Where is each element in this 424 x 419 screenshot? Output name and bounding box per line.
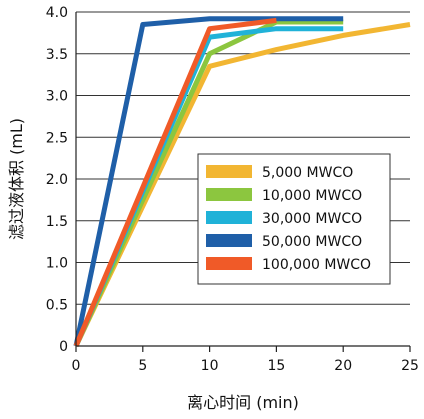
legend-label: 100,000 MWCO — [262, 257, 371, 273]
x-tick-label: 5 — [138, 358, 147, 374]
x-tick-label: 0 — [72, 358, 81, 374]
legend: 5,000 MWCO 10,000 MWCO 30,000 MWCO 50,000 M… — [197, 153, 391, 285]
legend-label: 30,000 MWCO — [262, 211, 362, 227]
y-tick-label: 2.5 — [46, 130, 68, 146]
x-tick-label: 15 — [267, 358, 285, 374]
legend-label: 5,000 MWCO — [262, 165, 353, 181]
legend-swatch — [206, 211, 252, 224]
legend-swatch — [206, 234, 252, 247]
y-tick-labels: 0 0.5 1.0 1.5 2.0 2.5 3.0 3.5 4.0 — [46, 5, 68, 355]
x-tick-label: 25 — [401, 358, 419, 374]
series-line-5 — [73, 17, 277, 347]
legend-swatch — [206, 257, 252, 270]
x-tick-label: 20 — [334, 358, 352, 374]
y-tick-label: 0.5 — [46, 297, 68, 313]
y-axis-label: 滤过液体积 (mL) — [7, 118, 26, 240]
legend-swatch — [206, 165, 252, 178]
y-tick-label: 2.0 — [46, 172, 68, 188]
legend-label: 50,000 MWCO — [262, 234, 362, 250]
x-tick-label: 10 — [201, 358, 219, 374]
y-tick-label: 0 — [59, 339, 68, 355]
legend-swatch — [206, 188, 252, 201]
series-line-1 — [73, 22, 411, 348]
x-axis-label: 离心时间 (min) — [187, 393, 299, 412]
y-tick-label: 3.0 — [46, 89, 68, 105]
y-tick-label: 1.5 — [46, 214, 68, 230]
series-line-4 — [73, 16, 344, 347]
y-tick-label: 4.0 — [46, 5, 68, 21]
y-tick-label: 3.5 — [46, 47, 68, 63]
series-line-2 — [73, 19, 344, 348]
axes — [75, 12, 410, 347]
legend-label: 10,000 MWCO — [262, 188, 362, 204]
y-tick-label: 1.0 — [46, 256, 68, 272]
series-lines — [73, 16, 411, 348]
x-tick-labels: 0 5 10 15 20 25 — [72, 346, 419, 374]
